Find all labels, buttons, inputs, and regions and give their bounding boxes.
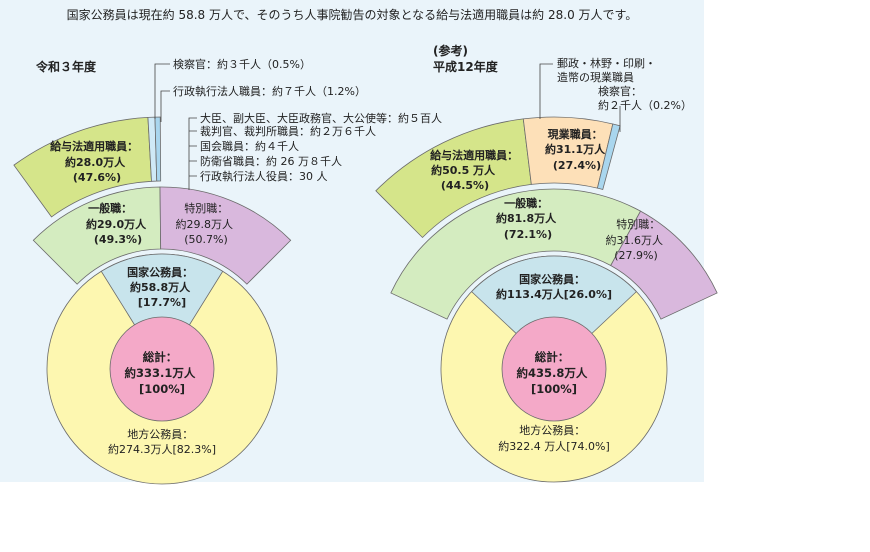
breakdown-item: 大臣、副大臣、大臣政務官、大公使等：約５百人: [200, 111, 442, 125]
right-donut: [440, 255, 668, 483]
breakdown-item: 国会職員：約４千人: [200, 139, 299, 153]
breakdown-item: 裁判官、裁判所職員：約２万６千人: [200, 124, 376, 138]
right-chiho-label: 地方公務員： 約322.4 万人[74.0%]: [498, 423, 610, 453]
left-tokubetsu-segment: [159, 186, 292, 285]
right-genkyo-leader: [539, 63, 553, 119]
right-kensatsu-segment: [596, 123, 621, 190]
right-total-label: 総計： 約435.8万人 [100%]: [517, 350, 592, 396]
right-tokubetsu-label: 特別職： 約31.6万人 (27.9%): [606, 217, 667, 262]
left-total-circle: [109, 316, 215, 422]
left-total-label: 総計： 約333.1万人 [100%]: [125, 350, 200, 396]
breakdown-item: 防衛省職員：約 26 万８千人: [200, 154, 342, 168]
left-breakdown-bracket: [188, 117, 197, 190]
right-ippan-label: 一般職： 約81.8万人 (72.1%): [496, 196, 560, 241]
left-tokubetsu-label: 特別職： 約29.8万人 (50.7%): [176, 201, 237, 246]
right-kokka-label: 国家公務員： 約113.4万人[26.0%]: [496, 272, 612, 301]
right-ippan-segment: [390, 188, 642, 320]
left-kensatsu-segment: [154, 116, 162, 182]
chart-header: 国家公務員は現在約 58.8 万人で、そのうち人事院勧告の対象となる給与法適用職…: [67, 7, 638, 22]
right-genkyo-callout-2: 造幣の現業職員: [557, 70, 634, 84]
right-genkyo-callout-1: 郵政・林野・印刷・: [557, 56, 656, 70]
right-kyuyo-label: 給与法適用職員： 約50.5 万人 (44.5%): [430, 148, 522, 192]
left-ippan-label: 一般職： 約29.0万人 (49.3%): [86, 201, 150, 246]
breakdown-item: 行政執行法人役員：30 人: [200, 169, 328, 183]
right-kokka-segment: [471, 255, 637, 370]
right-genkyo-label: 現業職員： 約31.1万人 (27.4%): [545, 127, 609, 172]
right-kensatsu-callout-1: 検察官：: [598, 84, 642, 98]
right-tokubetsu-segment: [610, 210, 718, 320]
left-chart-title: 令和３年度: [35, 59, 97, 74]
left-kensatsu-leader: [154, 63, 170, 119]
left-gyosei-callout: 行政執行法人職員：約７千人（1.2%）: [173, 84, 366, 98]
left-donut: [46, 253, 278, 485]
left-chiho-label: 地方公務員： 約274.3万人[82.3%]: [108, 427, 216, 456]
left-kokka-label: 国家公務員： 約58.8万人 [17.7%]: [127, 265, 197, 309]
left-kyuyo-label: 給与法適用職員： 約28.0万人 (47.6%): [50, 139, 142, 184]
left-tokubetsu-breakdown: 大臣、副大臣、大臣政務官、大公使等：約５百人 裁判官、裁判所職員：約２万６千人 …: [200, 111, 442, 183]
left-gyosei-leader: [160, 90, 170, 122]
right-chart-title: 平成12年度: [433, 59, 499, 74]
left-kensatsu-callout: 検察官：約３千人（0.5%）: [173, 57, 311, 71]
right-total-circle: [501, 316, 607, 422]
left-kokka-segment: [100, 253, 224, 370]
right-chart-note: (参考): [433, 43, 468, 58]
right-kensatsu-callout-2: 約２千人（0.2%）: [598, 98, 692, 112]
